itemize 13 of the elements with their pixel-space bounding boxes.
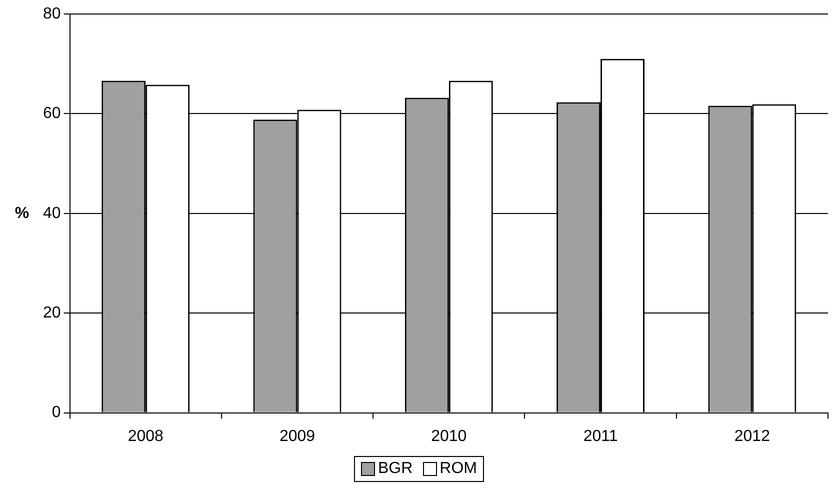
legend-label: BGR (378, 460, 413, 478)
text: ROM (440, 460, 477, 478)
y-axis-title: % (14, 204, 30, 222)
x-tick-label: 2009 (279, 428, 316, 445)
y-tick-label: 20 (43, 304, 61, 322)
y-tick-label: 40 (43, 204, 61, 222)
x-tick-label: 2012 (734, 428, 770, 445)
y-tick-label: 80 (43, 5, 61, 22)
y-tick-label: 0 (52, 404, 61, 422)
x-tick-label: 2011 (583, 428, 618, 445)
x-tick-label: 2010 (431, 428, 467, 445)
x-tick-label: 2008 (128, 428, 164, 445)
y-tick-label: 60 (43, 105, 61, 122)
